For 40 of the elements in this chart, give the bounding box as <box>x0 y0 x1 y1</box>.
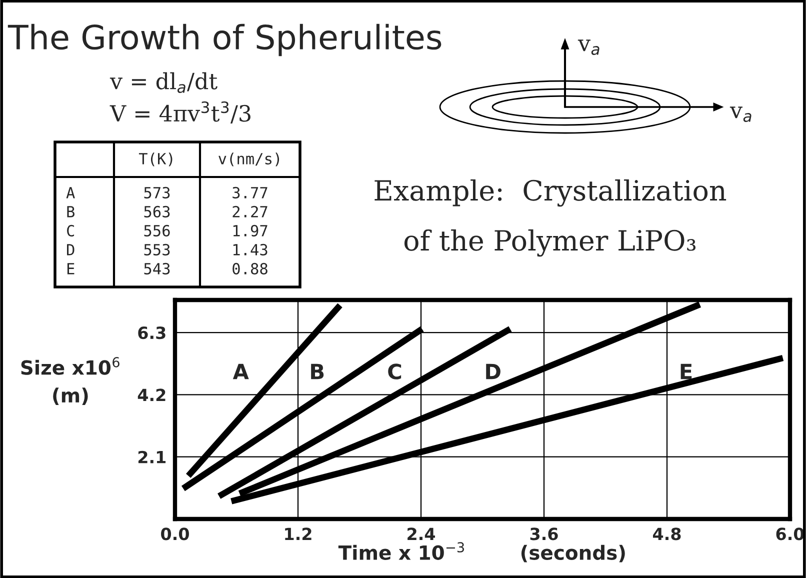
text: Example: Crystallization <box>374 179 726 207</box>
text: 543 <box>144 262 170 274</box>
series-label: D <box>486 364 500 380</box>
x-tick-label: 3.6 <box>530 528 558 540</box>
text: 0.88 <box>232 262 268 274</box>
text: E <box>67 263 74 274</box>
text: Time x 10$^{−3}$ (seconds) <box>338 542 625 562</box>
x-tick-label: 6.0 <box>776 528 804 540</box>
text: 563 <box>144 206 170 218</box>
text: v(nm/s) <box>218 152 280 166</box>
text: V = 4πv$^{3}$t$^{3}$/3 <box>110 101 250 124</box>
y-tick-label: 2.1 <box>138 450 166 464</box>
text: 2.27 <box>232 206 268 218</box>
x-tick-label: 0.0 <box>161 528 189 540</box>
text: v$_{a}$ <box>730 106 752 122</box>
series-label: E <box>680 364 692 380</box>
text: 553 <box>144 244 170 256</box>
text: Size x10$^{6}$ (m) <box>21 357 120 405</box>
text: D <box>67 244 74 256</box>
x-tick-label: 2.4 <box>408 528 435 540</box>
y-tick-label: 4.2 <box>138 388 166 402</box>
text: v$_{a}$ <box>578 40 600 55</box>
text: v = dl$_{a}$/dt <box>110 72 218 93</box>
x-tick-label: 1.2 <box>285 528 312 540</box>
text: 573 <box>144 186 170 198</box>
series-label: A <box>232 364 249 380</box>
series-label: C <box>388 364 402 380</box>
series-label: B <box>311 364 324 380</box>
text: 1.97 <box>233 224 268 236</box>
text: 3.77 <box>232 186 268 198</box>
y-tick-label: 6.3 <box>138 326 166 340</box>
text: C <box>67 224 74 236</box>
text: B <box>67 206 74 218</box>
text: 556 <box>144 224 170 236</box>
text: 1.43 <box>233 244 268 256</box>
chart-title: The Growth of Spherulites <box>8 24 442 56</box>
text: A <box>66 187 75 198</box>
x-tick-label: 4.8 <box>652 528 681 540</box>
text: of the Polymer LiPO₃ <box>404 229 696 257</box>
text: T(K) <box>138 152 172 166</box>
